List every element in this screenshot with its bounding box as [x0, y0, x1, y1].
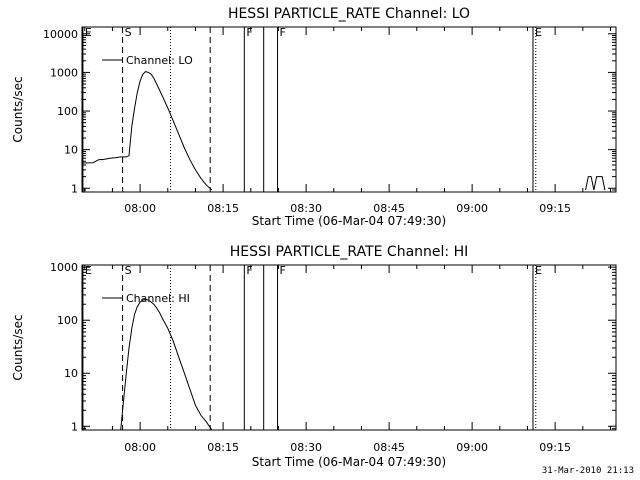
plot-frame: [81, 26, 617, 193]
event-marker-label: F: [246, 264, 252, 277]
event-marker-label: S: [125, 264, 132, 277]
x-axis-label: Start Time (06-Mar-04 07:49:30): [252, 214, 446, 228]
event-marker-label: F: [280, 264, 286, 277]
y-tick-label: 10: [64, 144, 78, 157]
event-marker-label: E: [85, 264, 92, 277]
x-tick-label: 08:45: [373, 202, 405, 215]
y-tick-label: 1000: [50, 66, 78, 79]
x-tick-label: 08:15: [207, 202, 239, 215]
series-line: [120, 298, 213, 430]
y-tick-label: 10000: [43, 28, 78, 41]
y-tick-label: 1: [71, 182, 78, 195]
series-line: [82, 71, 213, 191]
event-marker-label: S: [125, 26, 132, 39]
x-tick-label: 09:00: [456, 441, 488, 454]
event-marker-label: F: [246, 26, 252, 39]
plot-timestamp: 31-Mar-2010 21:13: [541, 466, 634, 476]
event-marker-label: F: [280, 26, 286, 39]
legend-label: Channel: LO: [126, 54, 193, 67]
y-axis-label: Counts/sec: [11, 76, 25, 142]
x-tick-label: 08:45: [373, 441, 405, 454]
y-tick-label: 100: [57, 314, 78, 327]
y-tick-label: 1: [71, 420, 78, 433]
event-marker-label: E: [535, 26, 542, 39]
x-tick-label: 08:30: [290, 441, 322, 454]
chart-title: HESSI PARTICLE_RATE Channel: HI: [230, 244, 468, 260]
x-tick-label: 09:15: [539, 202, 571, 215]
x-tick-label: 08:00: [124, 441, 156, 454]
y-tick-label: 1000: [50, 261, 78, 274]
x-tick-label: 09:00: [456, 202, 488, 215]
x-tick-label: 08:30: [290, 202, 322, 215]
legend-label: Channel: HI: [126, 292, 190, 305]
event-marker-label: E: [535, 264, 542, 277]
x-tick-label: 08:00: [124, 202, 156, 215]
y-tick-label: 10: [64, 367, 78, 380]
chart-panel-hi: HESSI PARTICLE_RATE Channel: HI Counts/se…: [11, 244, 617, 469]
chart-title: HESSI PARTICLE_RATE Channel: LO: [228, 6, 470, 22]
x-tick-label: 09:15: [539, 441, 571, 454]
y-tick-label: 100: [57, 105, 78, 118]
y-axis-label: Counts/sec: [11, 314, 25, 380]
event-marker-label: E: [85, 26, 92, 39]
x-tick-label: 08:15: [207, 441, 239, 454]
series-line: [585, 176, 606, 191]
x-axis-label: Start Time (06-Mar-04 07:49:30): [252, 455, 446, 469]
chart-panel-lo: HESSI PARTICLE_RATE Channel: LO Counts/se…: [11, 6, 617, 228]
